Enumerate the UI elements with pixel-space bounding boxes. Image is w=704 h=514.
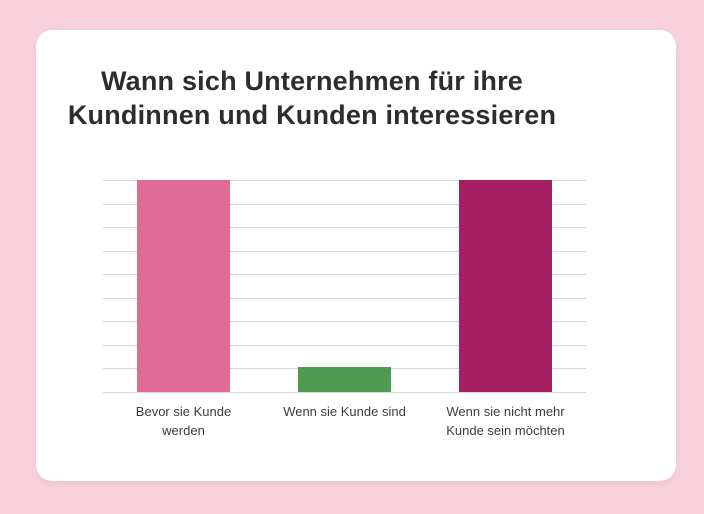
category-label-2: Wenn sie nicht mehr Kunde sein möchten: [425, 402, 586, 440]
bar-1: [298, 366, 391, 392]
category-label-text: Bevor sie Kunde werden: [135, 404, 232, 438]
gridline: [103, 392, 586, 393]
category-label-text: Wenn sie nicht mehr Kunde sein möchten: [446, 404, 565, 438]
bar-0: [137, 180, 230, 392]
gridline: [103, 250, 586, 252]
bars-container: [103, 180, 586, 392]
chart-plot-area: [103, 180, 586, 393]
bar-column: [103, 180, 264, 392]
category-labels: Bevor sie Kunde werden Wenn sie Kunde sin…: [103, 402, 586, 440]
gridline: [103, 321, 586, 323]
gridline: [103, 297, 586, 299]
gridline: [103, 180, 586, 181]
bar-2: [459, 180, 552, 392]
category-label-text: Wenn sie Kunde sind: [283, 404, 406, 419]
bar-column: [425, 180, 586, 392]
category-label-1: Wenn sie Kunde sind: [264, 402, 425, 440]
chart-title: Wann sich Unternehmen für ihre Kundinnen…: [67, 66, 557, 130]
gridline: [103, 344, 586, 346]
gridline: [103, 203, 586, 205]
bar-column: [264, 180, 425, 392]
gridline: [103, 227, 586, 229]
chart-card: Wann sich Unternehmen für ihre Kundinnen…: [36, 30, 676, 481]
category-label-0: Bevor sie Kunde werden: [103, 402, 264, 440]
gridline: [103, 274, 586, 276]
